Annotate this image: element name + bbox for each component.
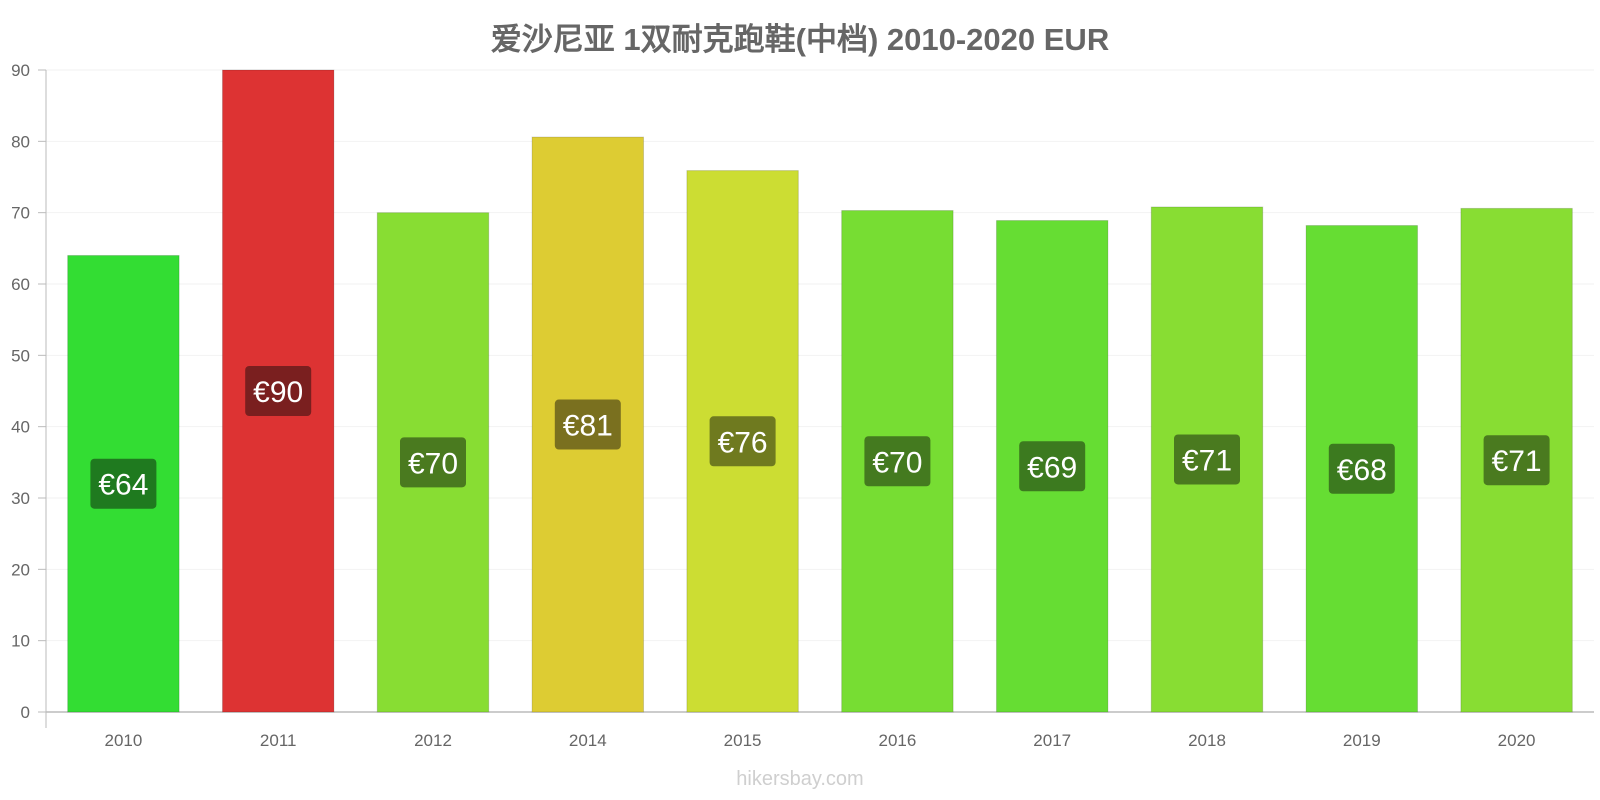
bar-value-label: €70: [872, 446, 922, 479]
bar-value-label: €76: [718, 426, 768, 459]
bar-value-label: €71: [1182, 444, 1232, 477]
y-tick-label: 20: [11, 560, 30, 579]
y-tick-label: 90: [11, 61, 30, 80]
bar-value-label: €70: [408, 447, 458, 480]
bar-value-label-bg: [90, 458, 157, 509]
bar-value-label-bg: [245, 366, 312, 416]
x-tick-label: 2016: [878, 731, 916, 750]
x-tick-label: 2018: [1188, 731, 1226, 750]
y-tick-label: 0: [21, 703, 30, 722]
x-tick-label: 2015: [724, 731, 762, 750]
x-tick-label: 2019: [1343, 731, 1381, 750]
x-tick-label: 2017: [1033, 731, 1071, 750]
x-tick-label: 2011: [260, 731, 297, 750]
bar-value-label: €68: [1337, 454, 1387, 487]
y-tick-label: 40: [11, 418, 30, 437]
x-tick-label: 2012: [414, 731, 452, 750]
bar-value-label-bg: [400, 437, 466, 488]
bar-value-label: €90: [253, 376, 303, 409]
y-tick-label: 70: [11, 204, 30, 223]
y-tick-label: 60: [11, 275, 30, 294]
bar-value-label-bg: [554, 399, 621, 450]
x-tick-label: 2010: [104, 731, 142, 750]
bar-value-label-bg: [1328, 443, 1395, 494]
y-tick-label: 50: [11, 346, 30, 365]
bar: [1150, 206, 1264, 713]
x-tick-label: 2020: [1498, 731, 1536, 750]
bar-value-label: €81: [563, 410, 613, 443]
bar-value-label: €69: [1027, 451, 1077, 484]
bar-value-label: €64: [98, 469, 148, 502]
y-tick-label: 10: [11, 632, 30, 651]
bar-value-label: €71: [1492, 445, 1542, 478]
bar-value-label-bg: [1174, 434, 1240, 485]
watermark: hikersbay.com: [736, 768, 864, 790]
bar-value-label-bg: [864, 436, 931, 487]
y-tick-label: 30: [11, 489, 30, 508]
chart-title: 爱沙尼亚 1双耐克跑鞋(中档) 2010-2020 EUR: [490, 22, 1110, 57]
y-tick-label: 80: [11, 132, 30, 151]
bar-value-label-bg: [1019, 441, 1086, 492]
bar-value-label-bg: [709, 416, 776, 467]
x-tick-label: 2014: [569, 731, 607, 750]
bar-value-label-bg: [1483, 435, 1550, 486]
